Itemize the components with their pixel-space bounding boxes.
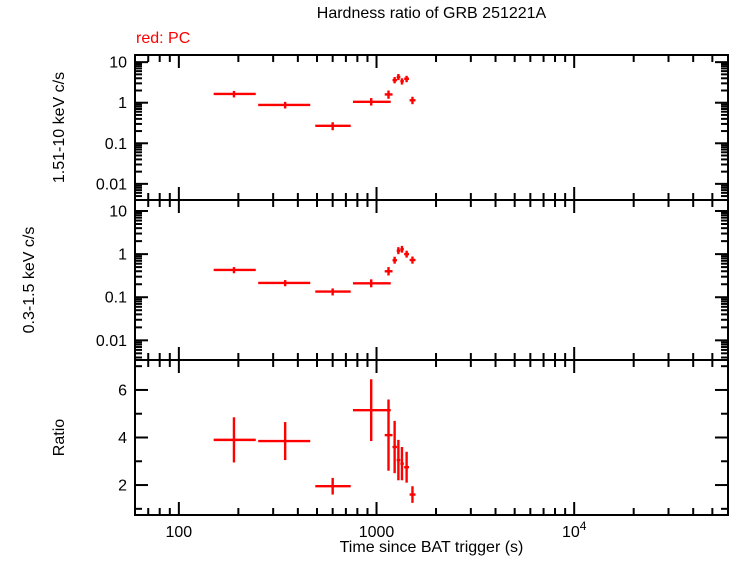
y-tick-label: 1 bbox=[118, 95, 127, 112]
y-tick-label: 1 bbox=[118, 247, 127, 264]
panel-frame bbox=[134, 54, 729, 201]
chart-title: Hardness ratio of GRB 251221A bbox=[316, 5, 547, 22]
x-axis-label: Time since BAT trigger (s) bbox=[339, 539, 524, 556]
y-tick-label: 6 bbox=[118, 382, 127, 399]
x-tick-label: 1000 bbox=[359, 524, 395, 541]
mode-legend: red: PC bbox=[136, 30, 191, 47]
y-tick-label: 0.1 bbox=[105, 290, 127, 307]
y-tick-label: 2 bbox=[118, 478, 127, 495]
y-axis-label: Ratio bbox=[51, 419, 68, 456]
y-tick-label: 0.01 bbox=[96, 333, 127, 350]
panel-frame bbox=[134, 199, 729, 361]
y-tick-label: 10 bbox=[109, 204, 127, 221]
y-axis-label: 0.3-1.5 keV c/s bbox=[21, 227, 38, 334]
y-tick-label: 4 bbox=[118, 430, 127, 447]
y-tick-label: 0.01 bbox=[96, 176, 127, 193]
y-tick-label: 0.1 bbox=[105, 136, 127, 153]
y-axis-label: 1.51-10 keV c/s bbox=[51, 72, 68, 183]
x-tick-label: 104 bbox=[562, 519, 587, 541]
panel-frame bbox=[134, 359, 729, 516]
y-tick-label: 10 bbox=[109, 55, 127, 72]
x-tick-label: 100 bbox=[166, 524, 193, 541]
